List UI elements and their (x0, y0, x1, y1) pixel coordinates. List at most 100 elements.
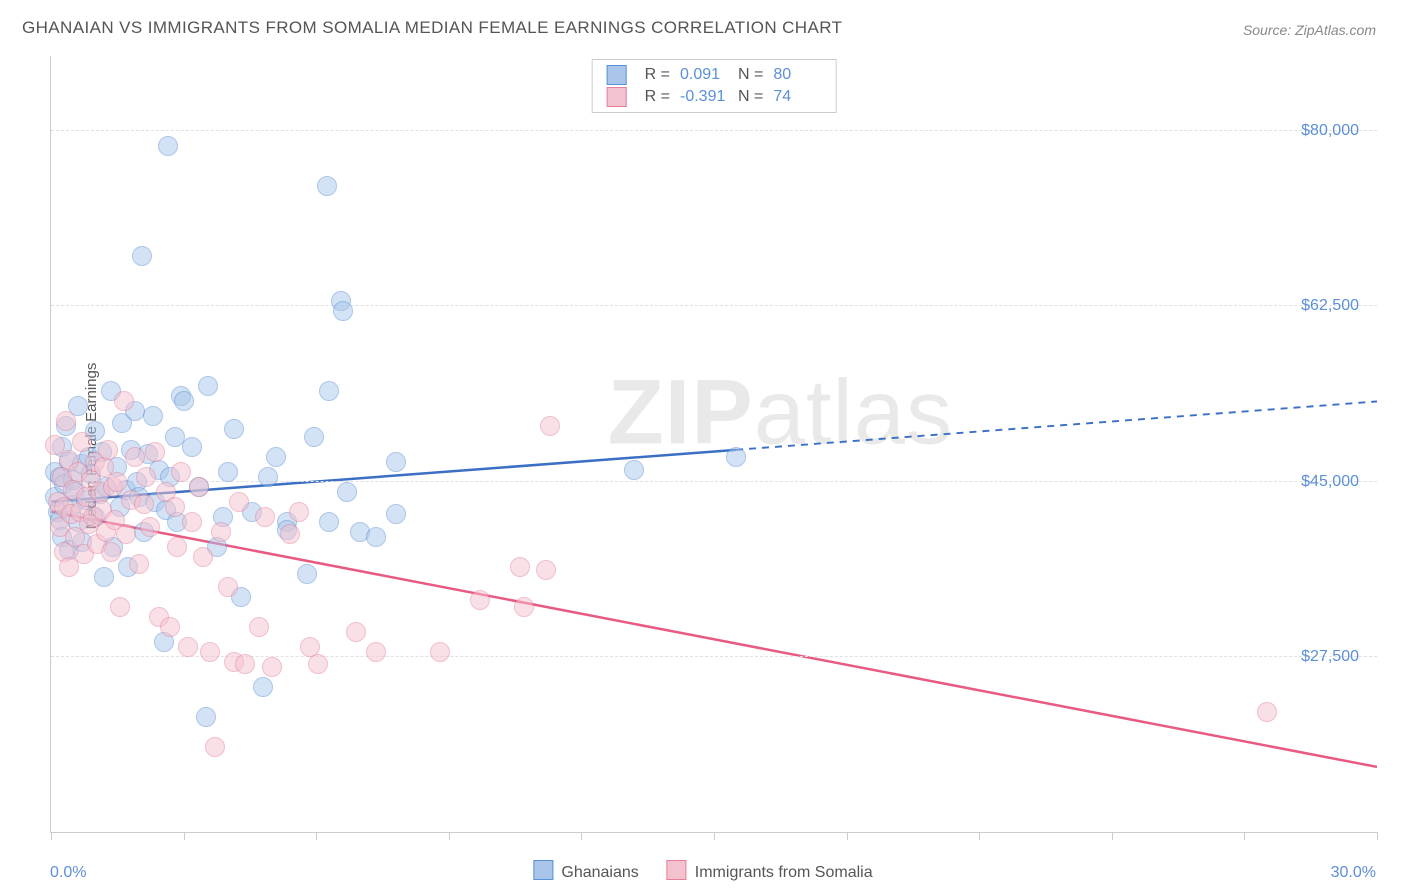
data-point (514, 597, 534, 617)
watermark-light: atlas (754, 361, 953, 463)
legend-swatch (533, 860, 553, 880)
data-point (536, 560, 556, 580)
data-point (98, 440, 118, 460)
data-point (182, 437, 202, 457)
data-point (110, 597, 130, 617)
data-point (143, 406, 163, 426)
data-point (205, 737, 225, 757)
data-point (726, 447, 746, 467)
data-point (1257, 702, 1277, 722)
trend-line-dashed (736, 401, 1377, 449)
bottom-legend: Ghanaians Immigrants from Somalia (533, 860, 872, 882)
legend-item: Immigrants from Somalia (667, 860, 873, 882)
legend-item: Ghanaians (533, 860, 638, 882)
data-point (165, 497, 185, 517)
data-point (160, 617, 180, 637)
data-point (114, 391, 134, 411)
data-point (200, 642, 220, 662)
data-point (193, 547, 213, 567)
data-point (229, 492, 249, 512)
legend-label: Ghanaians (561, 864, 638, 881)
data-point (510, 557, 530, 577)
y-tick-label: $27,500 (1301, 648, 1359, 666)
data-point (101, 542, 121, 562)
x-tick (714, 832, 715, 840)
data-point (540, 416, 560, 436)
x-axis-max-label: 30.0% (1331, 864, 1376, 882)
x-tick (1377, 832, 1378, 840)
data-point (218, 462, 238, 482)
data-point (366, 642, 386, 662)
data-point (319, 381, 339, 401)
legend-swatch (607, 65, 627, 85)
x-tick (449, 832, 450, 840)
data-point (107, 472, 127, 492)
gridline-h (51, 305, 1377, 306)
data-point (624, 460, 644, 480)
data-point (189, 477, 209, 497)
data-point (145, 442, 165, 462)
data-point (333, 301, 353, 321)
data-point (198, 376, 218, 396)
data-point (94, 567, 114, 587)
data-point (218, 577, 238, 597)
x-tick (1244, 832, 1245, 840)
data-point (140, 517, 160, 537)
watermark: ZIPatlas (608, 360, 953, 465)
data-point (196, 707, 216, 727)
legend-swatch (607, 87, 627, 107)
stats-row: R = 0.091 N = 80 (607, 64, 822, 86)
stats-row: R = -0.391 N = 74 (607, 86, 822, 108)
legend-swatch (667, 860, 687, 880)
data-point (280, 524, 300, 544)
gridline-h (51, 130, 1377, 131)
y-tick-label: $62,500 (1301, 297, 1359, 315)
data-point (253, 677, 273, 697)
trend-line-solid (51, 512, 1377, 767)
data-point (249, 617, 269, 637)
data-point (337, 482, 357, 502)
data-point (136, 467, 156, 487)
x-tick (316, 832, 317, 840)
r-value: 0.091 (680, 66, 728, 84)
r-label: R = (645, 66, 670, 84)
data-point (386, 452, 406, 472)
x-tick (184, 832, 185, 840)
y-tick-label: $45,000 (1301, 473, 1359, 491)
n-label: N = (738, 88, 763, 106)
data-point (182, 512, 202, 532)
stats-legend-box: R = 0.091 N = 80 R = -0.391 N = 74 (592, 59, 837, 113)
r-value: -0.391 (680, 88, 728, 106)
x-tick (1112, 832, 1113, 840)
data-point (289, 502, 309, 522)
y-tick-label: $80,000 (1301, 122, 1359, 140)
source-label: Source: ZipAtlas.com (1243, 22, 1376, 38)
data-point (129, 554, 149, 574)
data-point (386, 504, 406, 524)
data-point (297, 564, 317, 584)
data-point (308, 654, 328, 674)
data-point (470, 590, 490, 610)
data-point (178, 637, 198, 657)
data-point (116, 524, 136, 544)
data-point (134, 494, 154, 514)
n-value: 74 (773, 88, 821, 106)
data-point (72, 432, 92, 452)
data-point (132, 246, 152, 266)
x-tick (847, 832, 848, 840)
x-axis-min-label: 0.0% (50, 864, 86, 882)
chart-title: GHANAIAN VS IMMIGRANTS FROM SOMALIA MEDI… (22, 18, 842, 38)
data-point (167, 537, 187, 557)
data-point (171, 462, 191, 482)
trend-lines-layer (51, 56, 1377, 832)
r-label: R = (645, 88, 670, 106)
data-point (258, 467, 278, 487)
n-label: N = (738, 66, 763, 84)
data-point (125, 447, 145, 467)
data-point (319, 512, 339, 532)
n-value: 80 (773, 66, 821, 84)
data-point (211, 522, 231, 542)
data-point (158, 136, 178, 156)
plot-area: ZIPatlas R = 0.091 N = 80 R = -0.391 N = 74 $27… (50, 56, 1377, 833)
data-point (235, 654, 255, 674)
